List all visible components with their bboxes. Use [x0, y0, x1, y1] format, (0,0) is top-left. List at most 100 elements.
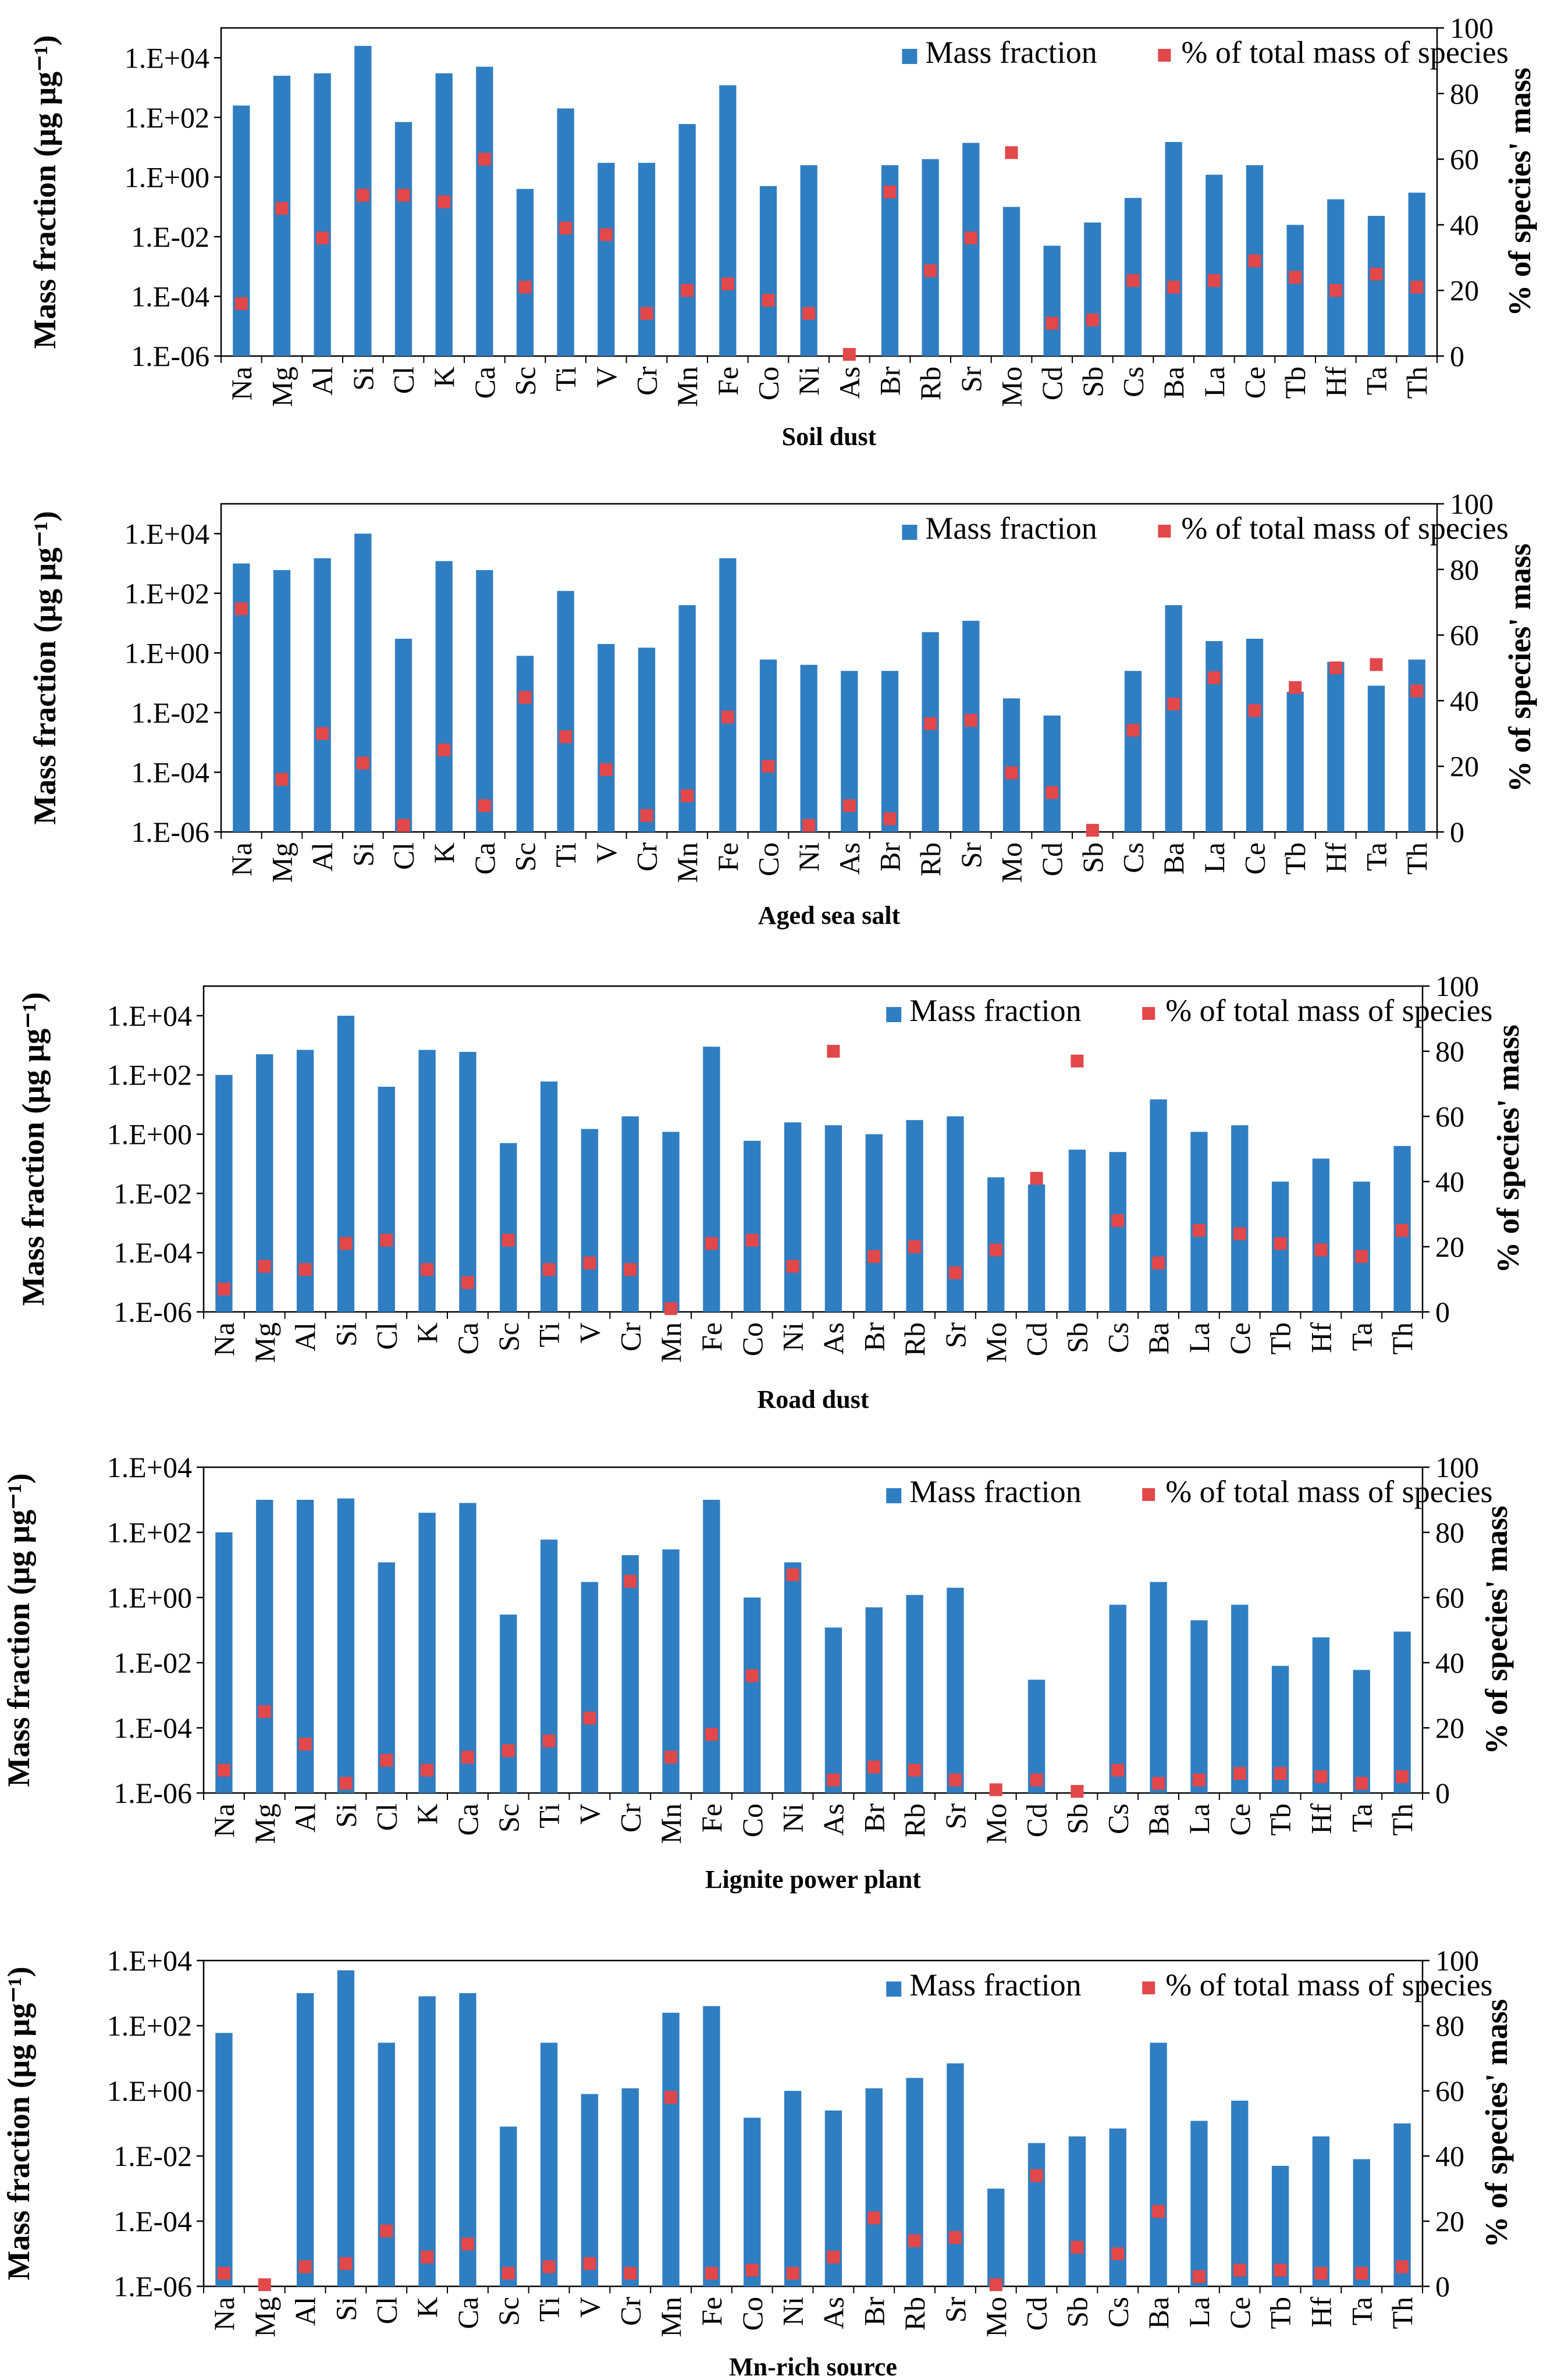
x-tick-label: La: [1198, 842, 1231, 873]
y2-tick-label: 100: [1435, 1944, 1479, 1977]
bar-Ta: [1367, 685, 1385, 832]
marker-Tb: [1274, 1767, 1287, 1780]
x-tick-label: Mg: [248, 2297, 281, 2337]
x-tick-label: Sc: [509, 367, 542, 396]
bar-Ca: [459, 1503, 477, 1793]
x-tick-label: Si: [329, 2297, 362, 2321]
marker-Mn: [664, 1302, 678, 1315]
marker-Sb: [1071, 2240, 1084, 2254]
bar-Cs: [1109, 1152, 1126, 1312]
x-tick-label: Ba: [1142, 1803, 1175, 1836]
marker-Sr: [948, 2231, 962, 2244]
bar-Hf: [1312, 1158, 1330, 1312]
x-tick-label: Sr: [955, 842, 987, 869]
bar-Cd: [1027, 1184, 1046, 1312]
y-tick-label: 1.E-04: [113, 1712, 192, 1744]
x-tick-label: Tb: [1264, 2297, 1297, 2329]
y2-tick-label: 80: [1435, 1035, 1464, 1068]
legend-label-mass-fraction: Mass fraction: [925, 35, 1097, 70]
x-tick-label: Hf: [1320, 842, 1352, 873]
x-tick-label: Al: [306, 367, 339, 396]
x-tick-label: Fe: [712, 842, 744, 871]
marker-Ta: [1355, 1777, 1368, 1790]
legend-swatch-mass-fraction: [886, 1007, 902, 1022]
bar-Cs: [1109, 1605, 1126, 1793]
marker-Cl: [397, 188, 410, 202]
bar-Cs: [1109, 2128, 1126, 2286]
x-tick-label: Mn: [655, 2297, 687, 2337]
x-tick-label: Cl: [370, 2297, 403, 2324]
bar-Tb: [1286, 225, 1304, 356]
bar-As: [824, 1627, 842, 1793]
marker-Cr: [624, 1575, 637, 1588]
marker-Ta: [1355, 1250, 1368, 1263]
bar-Th: [1408, 193, 1425, 356]
x-tick-label: Mo: [995, 367, 1028, 407]
bar-Ni: [784, 2091, 802, 2286]
marker-Sr: [948, 1266, 962, 1279]
marker-Ce: [1248, 704, 1261, 717]
x-tick-label: Tb: [1279, 842, 1311, 875]
bar-La: [1206, 175, 1223, 356]
marker-Mn: [681, 284, 694, 297]
marker-Ta: [1355, 2267, 1368, 2280]
x-tick-label: Cl: [370, 1803, 403, 1831]
y2-tick-label: 100: [1450, 12, 1494, 44]
y2-tick-label: 40: [1435, 2140, 1464, 2172]
legend-swatch-percent-mass: [1142, 1007, 1155, 1020]
chart-panel-3: 1.E-06 1.E-04 1.E-02 1.E+00 1.E+02 1.E+04 0 20 4…: [16, 970, 1526, 1414]
marker-Fe: [721, 710, 734, 724]
marker-Na: [234, 297, 248, 310]
y2-tick-label: 80: [1435, 1516, 1464, 1549]
marker-Ce: [1233, 2264, 1246, 2276]
bar-Mo: [987, 2189, 1005, 2286]
bar-As: [824, 1125, 842, 1312]
x-tick-label: Na: [208, 1803, 240, 1837]
bar-Fe: [703, 1500, 720, 1793]
marker-Sr: [948, 1773, 962, 1787]
y2-tick-label: 0: [1450, 816, 1464, 848]
bar-Mn: [662, 1132, 680, 1312]
legend-swatch-percent-mass: [1158, 49, 1171, 62]
x-tick-label: Ni: [792, 842, 825, 871]
bar-Mg: [256, 1500, 273, 1793]
y-tick-label: 1.E+00: [125, 161, 209, 193]
y-tick-label: 1.E+04: [107, 999, 192, 1032]
x-tick-label: Cs: [1117, 367, 1150, 397]
marker-Al: [316, 727, 329, 740]
marker-Ni: [786, 2267, 799, 2280]
y-tick-label: 1.E-02: [131, 696, 209, 729]
marker-Br: [867, 2211, 881, 2225]
bar-Fe: [719, 85, 737, 357]
x-tick-label: Sr: [939, 2297, 972, 2323]
x-tick-label: K: [411, 1322, 443, 1343]
bar-Mo: [1002, 207, 1020, 356]
marker-Sc: [502, 1233, 515, 1247]
x-tick-label: Sb: [1061, 1803, 1093, 1834]
x-tick-label: Sb: [1076, 842, 1109, 873]
bar-Si: [354, 533, 372, 832]
y2-tick-label: 40: [1450, 208, 1479, 241]
x-tick-label: La: [1183, 2297, 1215, 2328]
bar-K: [435, 561, 453, 832]
marker-La: [1192, 1773, 1206, 1787]
bar-Fe: [703, 1047, 720, 1312]
legend-swatch-percent-mass: [1158, 525, 1171, 538]
x-tick-label: Ce: [1239, 367, 1271, 399]
x-tick-label: Co: [736, 1803, 769, 1837]
y2-tick-label: 20: [1450, 274, 1479, 307]
x-tick-label: Ce: [1224, 1322, 1256, 1355]
y2-tick-label: 80: [1435, 2009, 1464, 2042]
x-tick-label: Cs: [1101, 1803, 1134, 1834]
x-tick-label: Tb: [1279, 367, 1311, 399]
marker-Br: [883, 812, 897, 826]
bar-Ca: [459, 1993, 477, 2286]
x-tick-label: Sr: [955, 367, 987, 393]
bar-Si: [337, 1970, 355, 2286]
x-tick-label: Sc: [509, 842, 542, 871]
y2-tick-label: 60: [1435, 2075, 1464, 2107]
marker-Sc: [502, 2267, 515, 2280]
x-tick-label: V: [573, 2297, 606, 2318]
marker-Rb: [924, 717, 937, 730]
x-tick-label: Ba: [1142, 2297, 1175, 2329]
